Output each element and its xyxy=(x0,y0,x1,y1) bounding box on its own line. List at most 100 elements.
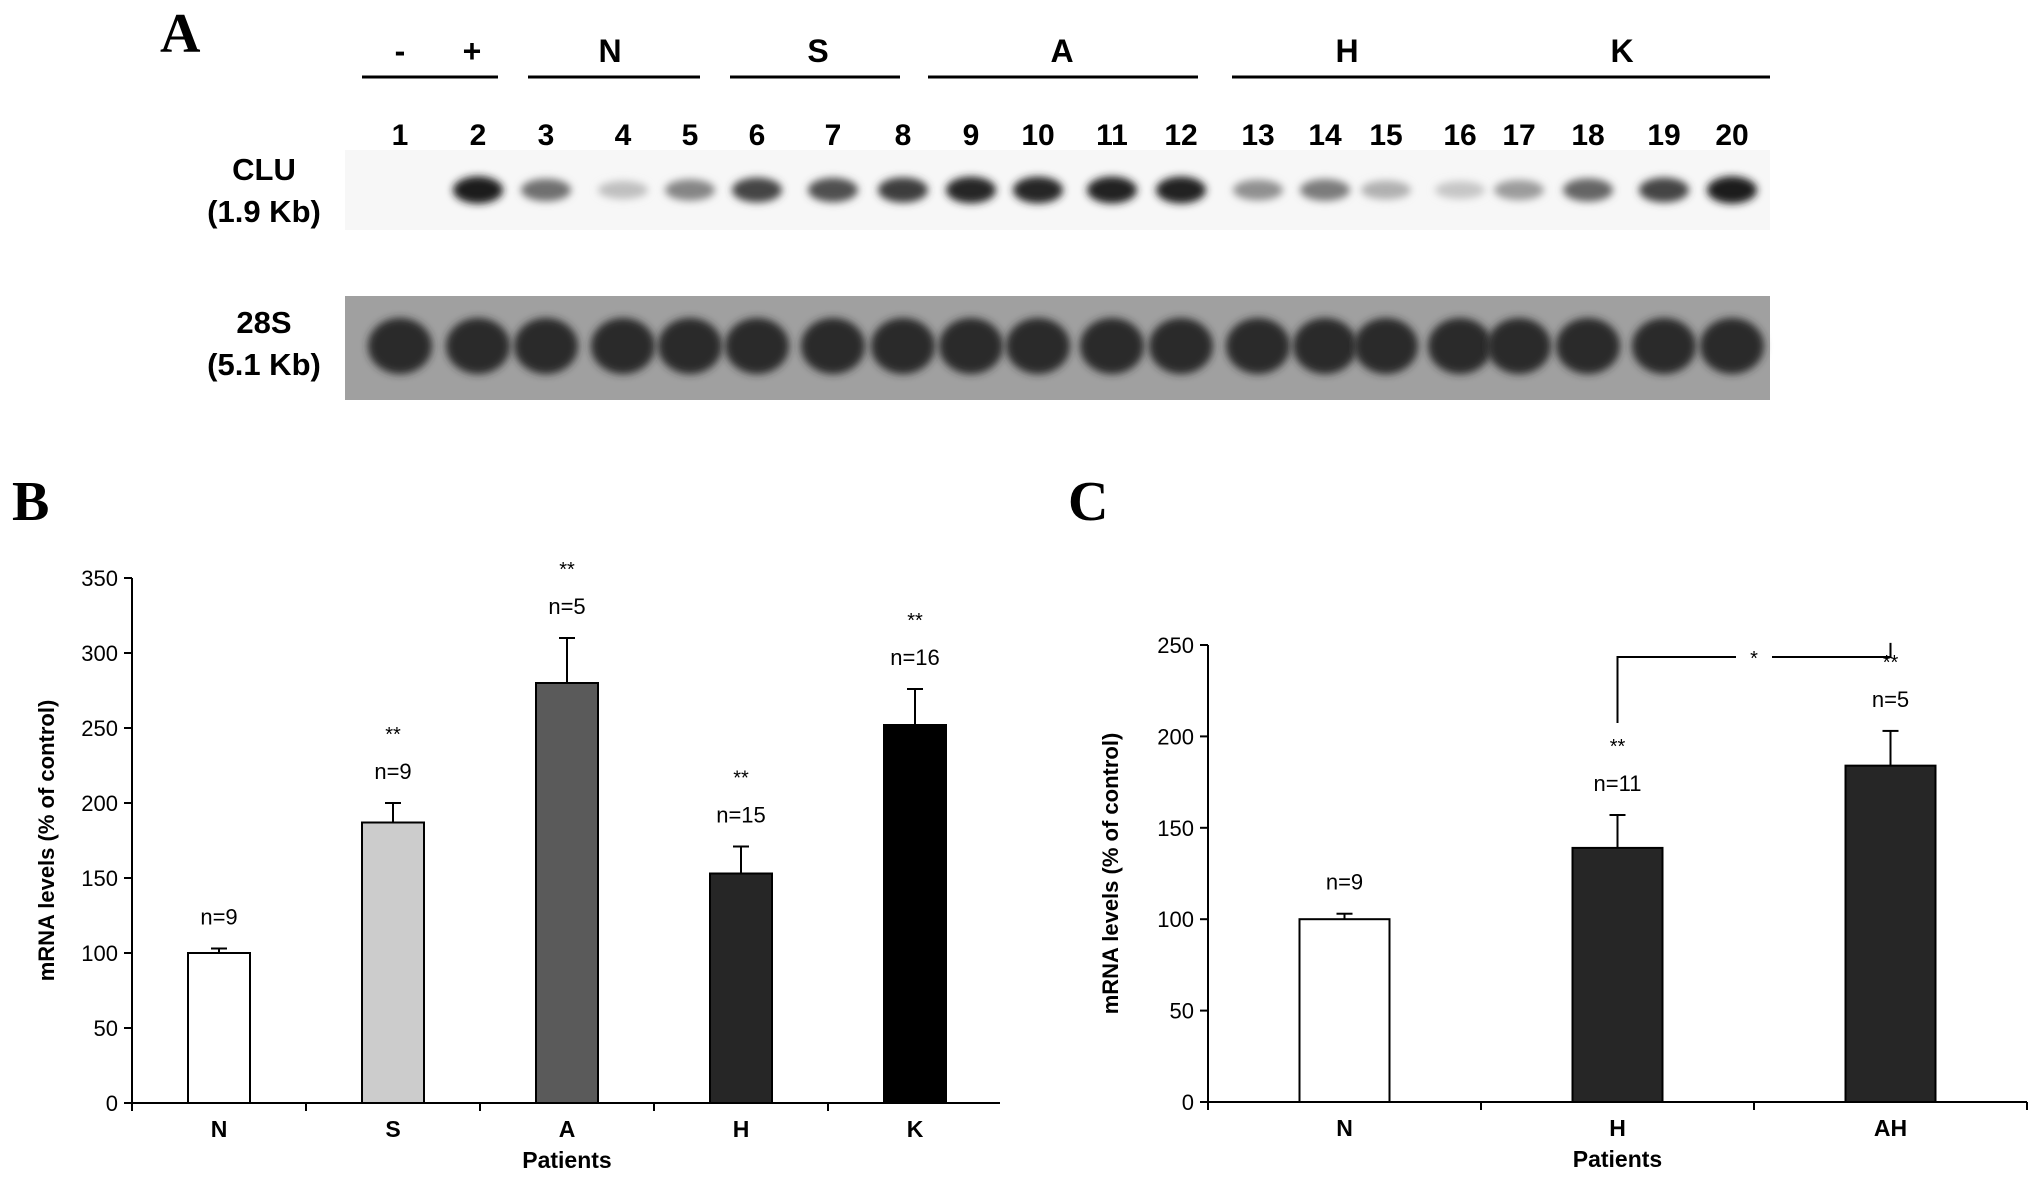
rrna-band xyxy=(725,318,789,374)
clu-label: CLU xyxy=(232,152,296,187)
x-tick-label-S: S xyxy=(385,1116,400,1142)
y-tick-label: 200 xyxy=(1157,724,1194,749)
rrna-band xyxy=(1080,318,1144,374)
clu-band xyxy=(1233,179,1283,201)
y-tick-label: 300 xyxy=(81,641,118,666)
rrna-band xyxy=(1226,318,1290,374)
n-label-A: n=5 xyxy=(548,594,585,619)
lane-number: 2 xyxy=(470,119,487,152)
panel-label-b: B xyxy=(12,471,50,533)
lane-number: 12 xyxy=(1164,119,1197,152)
x-tick-label-H: H xyxy=(733,1116,750,1142)
x-axis-label: Patients xyxy=(1573,1146,1662,1172)
lane-number: 4 xyxy=(615,119,632,152)
lane-number: 13 xyxy=(1241,119,1274,152)
lane-number: 10 xyxy=(1021,119,1054,152)
rrna-band xyxy=(446,318,510,374)
lane-number: 5 xyxy=(682,119,699,152)
clu-band xyxy=(1639,177,1689,203)
y-tick-label: 50 xyxy=(94,1016,118,1041)
y-tick-label: 100 xyxy=(81,941,118,966)
y-tick-label: 150 xyxy=(81,866,118,891)
n-label-K: n=16 xyxy=(890,645,940,670)
lane-number: 3 xyxy=(538,119,555,152)
y-tick-label: 0 xyxy=(1182,1090,1194,1115)
lane-number: 18 xyxy=(1571,119,1604,152)
rrna-band xyxy=(1556,318,1620,374)
clu-band xyxy=(1013,176,1063,204)
n-label-N: n=9 xyxy=(200,905,237,930)
group-label-5: H xyxy=(1335,33,1358,69)
bar-H xyxy=(1571,846,1664,1103)
lane-number: 11 xyxy=(1096,119,1128,152)
rrna-band xyxy=(591,318,655,374)
bar-AH xyxy=(1844,764,1937,1103)
clu-band xyxy=(598,180,648,200)
clu-size-label: (1.9 Kb) xyxy=(207,194,321,229)
northern-blot: - + N S A H K1 2 3 4 5 6 7 8 9 10 11 12 13 14 15 16 17 18 19 20CL… xyxy=(207,33,1770,400)
clu-band xyxy=(1361,180,1411,200)
bracket-significance: * xyxy=(1750,648,1758,670)
lane-number: 8 xyxy=(895,119,912,152)
bar-H xyxy=(709,872,773,1104)
bar-K xyxy=(883,724,947,1104)
rrna-band xyxy=(658,318,722,374)
clu-band xyxy=(1707,176,1757,204)
clu-band xyxy=(1087,176,1137,204)
clu-band xyxy=(1156,176,1206,204)
n-label-AH: n=5 xyxy=(1872,687,1909,712)
significance-H: ** xyxy=(1610,736,1626,758)
clu-band xyxy=(1563,178,1613,202)
lane-number: 19 xyxy=(1647,119,1680,152)
significance-A: ** xyxy=(559,559,575,581)
rrna-band xyxy=(939,318,1003,374)
rrna-band xyxy=(1293,318,1357,374)
bar-N xyxy=(1298,918,1391,1104)
group-label-4: A xyxy=(1050,33,1073,69)
y-tick-label: 350 xyxy=(81,566,118,591)
y-tick-label: 250 xyxy=(1157,633,1194,658)
bracket-right xyxy=(1772,642,1892,658)
group-label-1: + xyxy=(463,33,482,69)
rrna-band xyxy=(1487,318,1551,374)
x-tick-label-AH: AH xyxy=(1874,1115,1907,1141)
lane-number: 1 xyxy=(392,119,409,152)
bar-S xyxy=(361,821,425,1104)
group-label-3: S xyxy=(807,33,828,69)
clu-band xyxy=(1494,179,1544,201)
x-tick-label-K: K xyxy=(907,1116,924,1142)
y-tick-label: 200 xyxy=(81,791,118,816)
group-label-0: - xyxy=(395,33,406,69)
y-tick-label: 250 xyxy=(81,716,118,741)
significance-H: ** xyxy=(733,768,749,790)
n-label-H: n=15 xyxy=(716,803,766,828)
x-tick-label-N: N xyxy=(211,1116,228,1142)
clu-band xyxy=(808,177,858,203)
bar-N xyxy=(187,952,251,1104)
x-axis-label: Patients xyxy=(522,1147,611,1173)
rrna-band xyxy=(871,318,935,374)
rrna-band xyxy=(514,318,578,374)
clu-band xyxy=(946,176,996,204)
rrna-size-label: (5.1 Kb) xyxy=(207,347,321,382)
n-label-S: n=9 xyxy=(374,759,411,784)
significance-S: ** xyxy=(385,724,401,746)
n-label-N: n=9 xyxy=(1326,870,1363,895)
clu-band xyxy=(453,176,503,204)
lane-number: 14 xyxy=(1308,119,1342,152)
rrna-band xyxy=(1632,318,1696,374)
clu-band xyxy=(521,178,571,202)
significance-K: ** xyxy=(907,610,923,632)
group-label-2: N xyxy=(598,33,621,69)
lane-number: 7 xyxy=(825,119,842,152)
y-axis-label: mRNA levels (% of control) xyxy=(1098,733,1123,1015)
y-axis-label: mRNA levels (% of control) xyxy=(34,700,59,982)
rrna-label: 28S xyxy=(236,305,291,340)
panel-label-a: A xyxy=(160,3,201,65)
lane-number: 6 xyxy=(749,119,766,152)
clu-band xyxy=(878,177,928,203)
bracket-left xyxy=(1616,656,1736,724)
panel-label-c: C xyxy=(1068,471,1109,533)
x-tick-label-H: H xyxy=(1609,1115,1626,1141)
y-tick-label: 100 xyxy=(1157,907,1194,932)
